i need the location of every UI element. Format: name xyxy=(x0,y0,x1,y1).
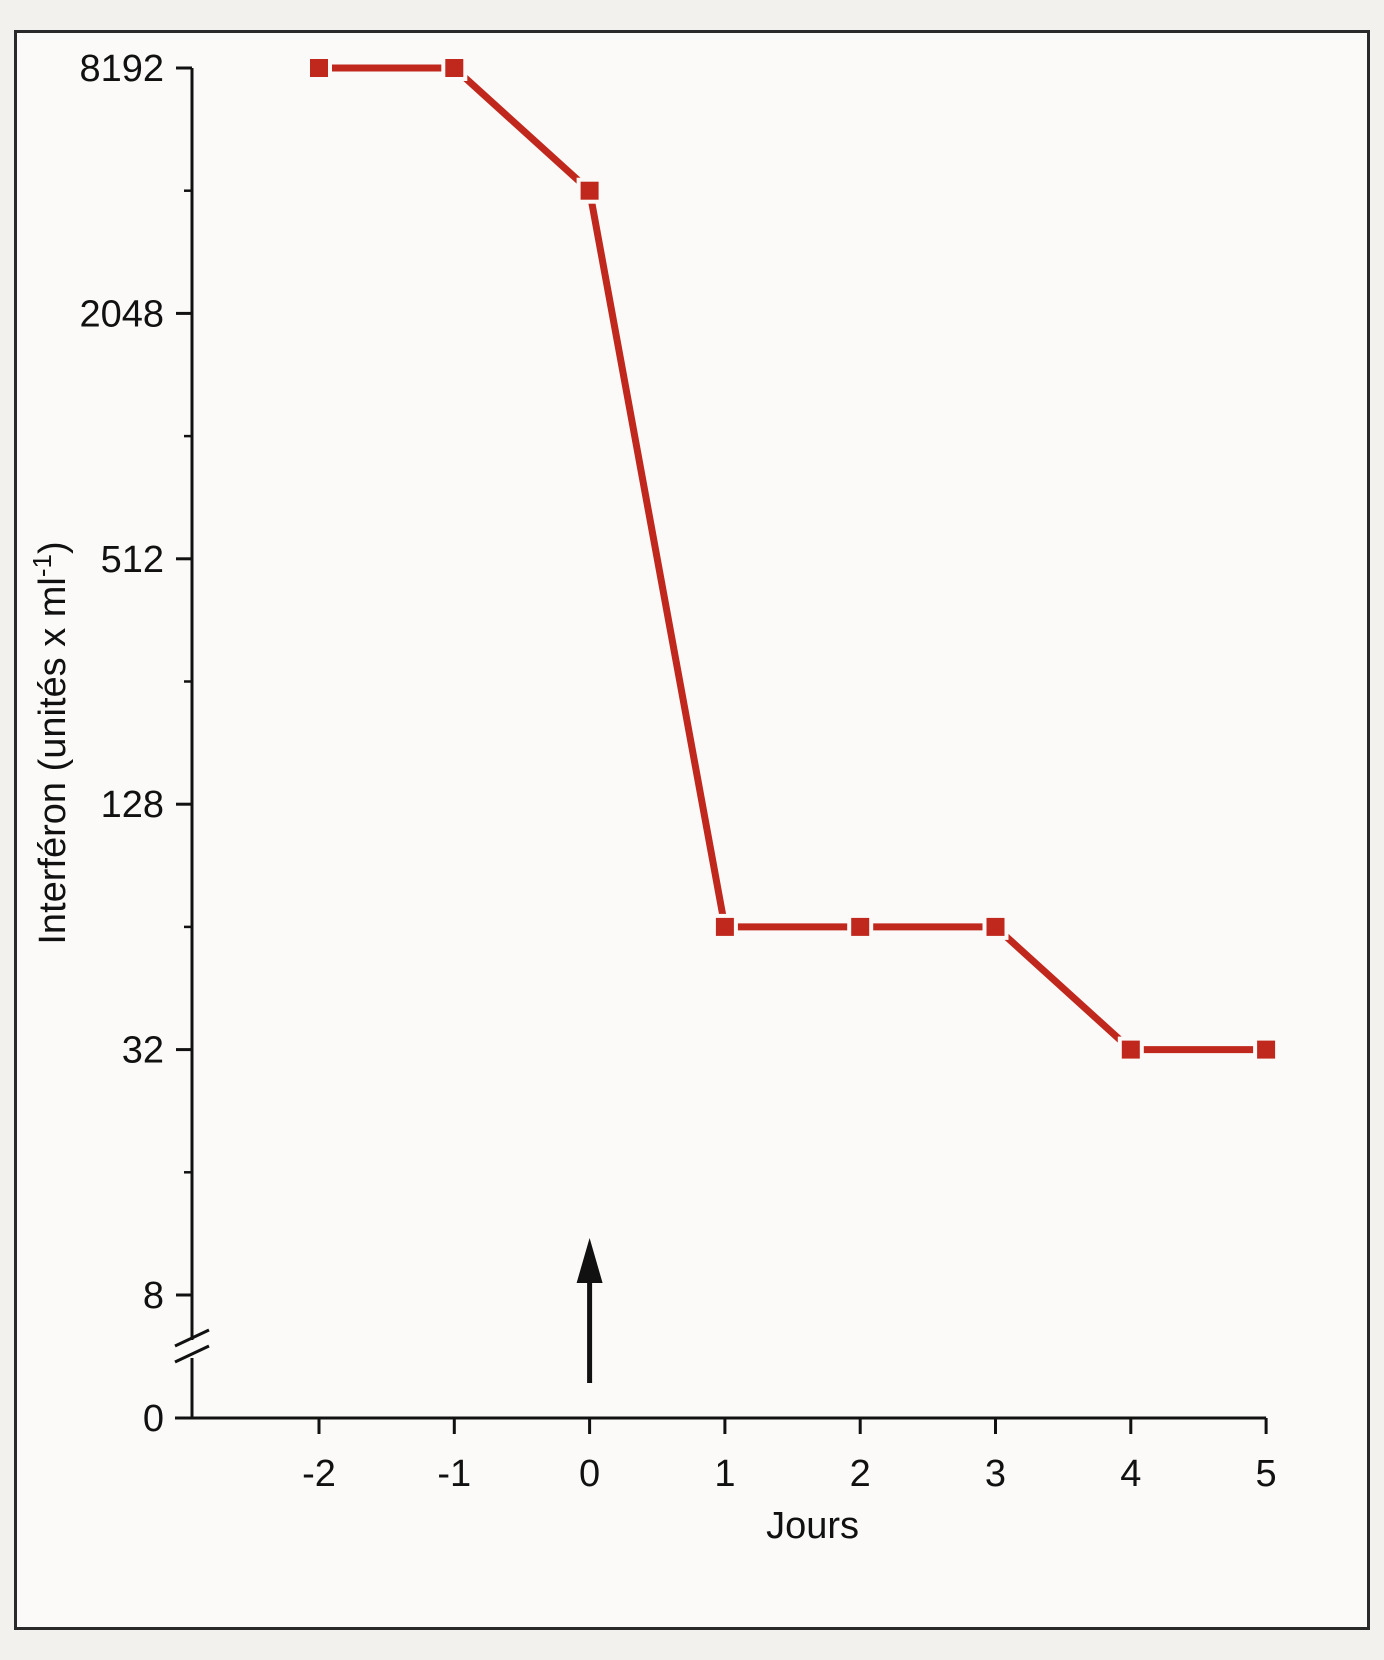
x-tick-label: 2 xyxy=(850,1453,871,1495)
data-point-marker xyxy=(1253,1036,1280,1063)
x-axis-ticks: -2 -1 0 1 2 3 4 5 xyxy=(302,1418,1277,1495)
x-tick-label: 5 xyxy=(1256,1453,1277,1495)
series-line xyxy=(319,64,1267,1054)
y-tick-label: 0 xyxy=(143,1398,164,1440)
x-tick-label: 3 xyxy=(985,1453,1006,1495)
y-tick-label: 32 xyxy=(122,1030,164,1072)
data-point-marker xyxy=(576,177,603,204)
chart-frame: 0 8 32 128 512 2048 8192 -2 -1 0 1 2 3 4 5 Jours Inte… xyxy=(14,30,1370,1630)
x-tick-label: 1 xyxy=(714,1453,735,1495)
y-axis-title-close: ) xyxy=(32,541,74,554)
annotation-layer xyxy=(576,1238,603,1383)
axis-break-slash xyxy=(174,1328,210,1348)
y-axis-ticks: 0 8 32 128 512 2048 8192 xyxy=(79,48,192,1440)
y-axis-break-mark xyxy=(174,1328,210,1364)
y-tick-label: 8192 xyxy=(79,48,164,90)
data-point-marker xyxy=(847,913,874,940)
data-point-marker xyxy=(711,913,738,940)
x-tick-label: -1 xyxy=(437,1453,471,1495)
y-tick-label: 8 xyxy=(143,1275,164,1317)
x-tick-label: -2 xyxy=(302,1453,336,1495)
data-point-marker xyxy=(1117,1036,1144,1063)
axes xyxy=(174,68,1267,1420)
data-point-marker xyxy=(306,55,332,81)
series-layer xyxy=(306,55,1280,1063)
y-axis-title-superscript: -1 xyxy=(27,554,57,577)
arrow-head xyxy=(576,1238,603,1283)
y-axis-title-main: Interféron (unités x ml xyxy=(32,577,74,944)
y-axis-title: Interféron (unités x ml-1) xyxy=(27,541,74,944)
data-point-marker xyxy=(441,55,468,81)
x-tick-label: 0 xyxy=(579,1453,600,1495)
y-tick-label: 512 xyxy=(101,539,164,581)
x-axis-title: Jours xyxy=(766,1505,859,1547)
interferon-line-chart: 0 8 32 128 512 2048 8192 -2 -1 0 1 2 3 4 5 Jours Inte… xyxy=(27,48,1280,1547)
data-point-marker xyxy=(982,913,1009,940)
y-tick-label: 2048 xyxy=(79,293,164,335)
y-tick-label: 128 xyxy=(101,784,164,826)
x-tick-label: 4 xyxy=(1120,1453,1141,1495)
axis-break-slash xyxy=(174,1344,210,1364)
